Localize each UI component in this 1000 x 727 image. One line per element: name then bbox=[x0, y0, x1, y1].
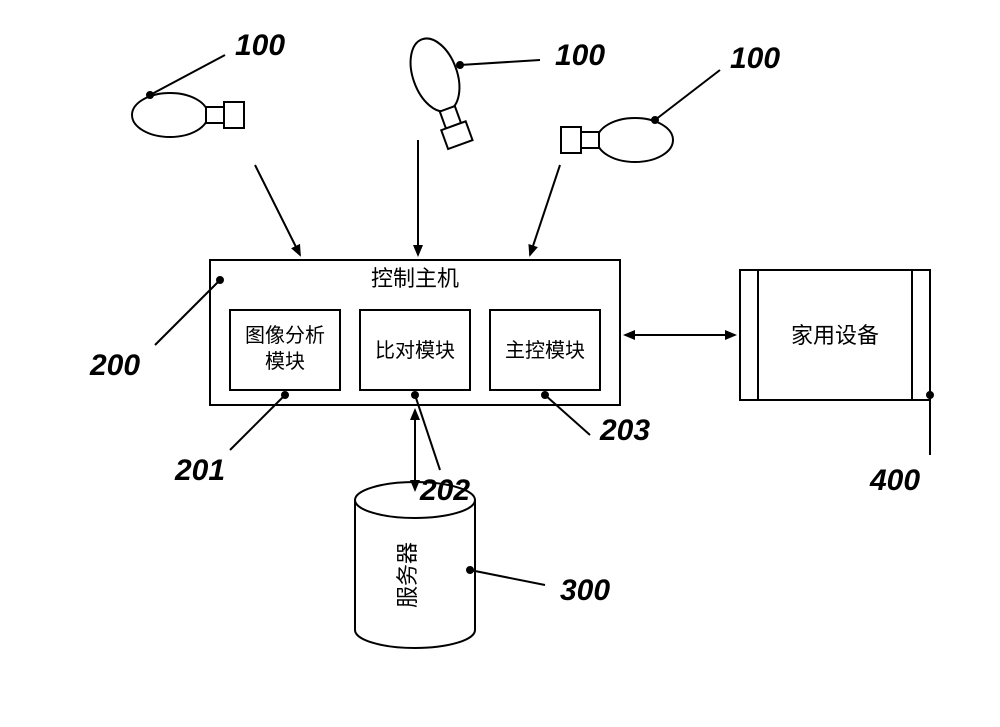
leader-cam2 bbox=[460, 60, 540, 65]
leader-mod1 bbox=[230, 395, 285, 450]
label-201: 201 bbox=[174, 454, 225, 487]
label-100-b: 100 bbox=[555, 39, 605, 72]
compare-module: 比对模块 bbox=[360, 310, 470, 390]
label-200: 200 bbox=[89, 349, 140, 382]
mod1-label-line1: 图像分析 bbox=[245, 324, 325, 347]
control-host: 控制主机 图像分析 模块 比对模块 主控模块 bbox=[210, 260, 620, 405]
main-control-module: 主控模块 bbox=[490, 310, 600, 390]
arrow-cam3-host bbox=[530, 165, 560, 255]
leader-server bbox=[470, 570, 545, 585]
label-100-a: 100 bbox=[235, 29, 285, 62]
device-label: 家用设备 bbox=[791, 323, 879, 348]
label-300: 300 bbox=[560, 574, 610, 607]
host-title: 控制主机 bbox=[371, 266, 459, 291]
label-400: 400 bbox=[869, 464, 920, 497]
leader-mod3 bbox=[545, 395, 590, 435]
mod1-label-line2: 模块 bbox=[265, 350, 305, 373]
home-device: 家用设备 bbox=[740, 270, 930, 400]
leader-cam3 bbox=[655, 70, 720, 120]
leader-cam1 bbox=[150, 55, 225, 95]
mod3-label: 主控模块 bbox=[505, 339, 585, 362]
camera-2 bbox=[401, 32, 481, 152]
camera-1 bbox=[132, 93, 244, 137]
label-202: 202 bbox=[419, 474, 470, 507]
server-label: 服务器 bbox=[395, 542, 420, 608]
label-203: 203 bbox=[599, 414, 650, 447]
arrow-cam1-host bbox=[255, 165, 300, 255]
mod2-label: 比对模块 bbox=[375, 339, 455, 362]
image-analysis-module: 图像分析 模块 bbox=[230, 310, 340, 390]
camera-3 bbox=[561, 118, 673, 162]
label-100-c: 100 bbox=[730, 42, 780, 75]
leader-mod2 bbox=[415, 395, 440, 470]
